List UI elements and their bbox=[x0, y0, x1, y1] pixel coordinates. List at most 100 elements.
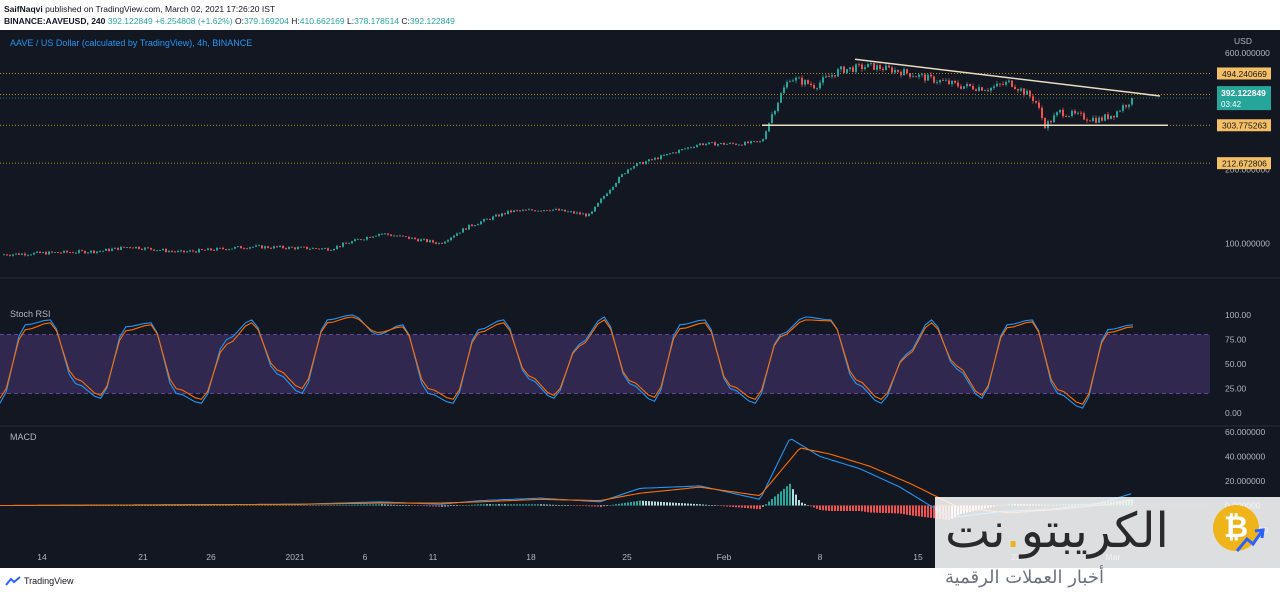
macd-histogram-bar bbox=[861, 505, 863, 512]
candle-body bbox=[732, 142, 734, 144]
candle-body bbox=[618, 176, 620, 183]
candle-body bbox=[924, 74, 926, 81]
macd-histogram-bar bbox=[213, 505, 215, 506]
macd-histogram-bar bbox=[747, 505, 749, 509]
candle-body bbox=[843, 66, 845, 73]
candle-body bbox=[597, 202, 599, 207]
candle-body bbox=[984, 90, 986, 92]
macd-histogram-bar bbox=[354, 504, 356, 506]
candle-body bbox=[297, 247, 299, 250]
macd-histogram-bar bbox=[780, 491, 782, 506]
macd-histogram-bar bbox=[759, 505, 761, 510]
current-price-text: 392.122849 bbox=[1221, 88, 1266, 98]
candle-body bbox=[429, 240, 431, 243]
candle-body bbox=[192, 250, 194, 252]
macd-histogram-bar bbox=[108, 505, 110, 506]
candle-body bbox=[324, 248, 326, 249]
time-tick: 15 bbox=[913, 552, 923, 562]
close-label: C: bbox=[401, 16, 410, 26]
macd-histogram-bar bbox=[303, 505, 305, 506]
macd-histogram-bar bbox=[435, 505, 437, 507]
candle-body bbox=[783, 87, 785, 94]
candle-body bbox=[498, 214, 500, 217]
current-price-box bbox=[1217, 86, 1271, 111]
candle-body bbox=[486, 218, 488, 220]
macd-histogram-bar bbox=[345, 504, 347, 506]
chart-canvas[interactable]: AAVE / US Dollar (calculated by TradingV… bbox=[0, 30, 1280, 568]
macd-histogram-bar bbox=[372, 504, 374, 506]
macd-histogram-bar bbox=[606, 505, 608, 506]
macd-histogram-bar bbox=[327, 505, 329, 506]
candle-body bbox=[183, 250, 185, 253]
watermark-subtitle: أخبار العملات الرقمية bbox=[945, 567, 1104, 588]
candle-body bbox=[606, 193, 608, 197]
candle-body bbox=[108, 248, 110, 251]
descending-trendline bbox=[854, 58, 1161, 97]
macd-histogram-bar bbox=[285, 505, 287, 506]
candle-body bbox=[351, 241, 353, 244]
macd-histogram-bar bbox=[468, 504, 470, 506]
price-axis[interactable]: 600.000000 200.000000 100.000000 bbox=[1225, 48, 1270, 249]
candle-body bbox=[897, 69, 899, 72]
candle-body bbox=[405, 236, 407, 238]
candle-body bbox=[516, 210, 518, 212]
candle-body bbox=[1104, 114, 1106, 121]
candle-body bbox=[1101, 117, 1103, 121]
candle-body bbox=[114, 247, 116, 249]
tradingview-logo[interactable]: TradingView bbox=[5, 576, 74, 586]
candle-body bbox=[84, 250, 86, 254]
candle-body bbox=[249, 247, 251, 249]
candle-body bbox=[255, 245, 257, 247]
macd-histogram-bar bbox=[156, 505, 158, 506]
candle-body bbox=[720, 142, 722, 144]
macd-tick: 40.000000 bbox=[1225, 452, 1265, 462]
candle-body bbox=[564, 209, 566, 212]
candle-body bbox=[1065, 116, 1067, 117]
macd-histogram-bar bbox=[876, 505, 878, 513]
open-label: O: bbox=[234, 16, 244, 26]
candle-body bbox=[27, 254, 29, 256]
candle-body bbox=[1017, 89, 1019, 91]
candle-body bbox=[393, 235, 395, 237]
candle-body bbox=[951, 80, 953, 85]
publisher-name[interactable]: SaifNaqvi bbox=[4, 4, 43, 14]
macd-histogram-bar bbox=[84, 505, 86, 506]
macd-histogram-bar bbox=[90, 505, 92, 506]
candle-body bbox=[933, 76, 935, 83]
candle-body bbox=[276, 246, 278, 248]
candle-body bbox=[159, 250, 161, 251]
candle-body bbox=[945, 80, 947, 82]
macd-histogram-bar bbox=[216, 505, 218, 506]
candle-body bbox=[150, 247, 152, 250]
macd-histogram-bar bbox=[504, 504, 506, 506]
macd-histogram-bar bbox=[507, 504, 509, 506]
candle-body bbox=[165, 248, 167, 252]
candle-body bbox=[882, 68, 884, 71]
candle-body bbox=[117, 247, 119, 250]
macd-histogram-bar bbox=[909, 505, 911, 516]
macd-histogram-bar bbox=[243, 505, 245, 506]
candle-body bbox=[957, 82, 959, 87]
candle-body bbox=[627, 169, 629, 174]
macd-histogram-bar bbox=[315, 505, 317, 506]
candle-body bbox=[684, 148, 686, 150]
macd-tick: 60.000000 bbox=[1225, 427, 1265, 437]
candle-body bbox=[1044, 118, 1046, 129]
candle-body bbox=[1107, 114, 1109, 119]
candle-body bbox=[726, 143, 728, 145]
symbol-label[interactable]: BINANCE:AAVEUSD, 240 bbox=[4, 16, 106, 26]
candle-body bbox=[1059, 109, 1061, 113]
candle-body bbox=[120, 246, 122, 250]
candle-body bbox=[657, 157, 659, 160]
tradingview-icon bbox=[5, 576, 21, 586]
candle-body bbox=[786, 82, 788, 88]
macd-histogram-bar bbox=[282, 505, 284, 506]
candle-body bbox=[1122, 105, 1124, 111]
candle-body bbox=[342, 242, 344, 247]
macd-histogram-bar bbox=[258, 505, 260, 506]
macd-histogram-bar bbox=[105, 505, 107, 506]
macd-histogram-bar bbox=[687, 503, 689, 506]
macd-histogram-bar bbox=[162, 505, 164, 506]
candle-body bbox=[819, 82, 821, 89]
macd-histogram-bar bbox=[498, 504, 500, 506]
